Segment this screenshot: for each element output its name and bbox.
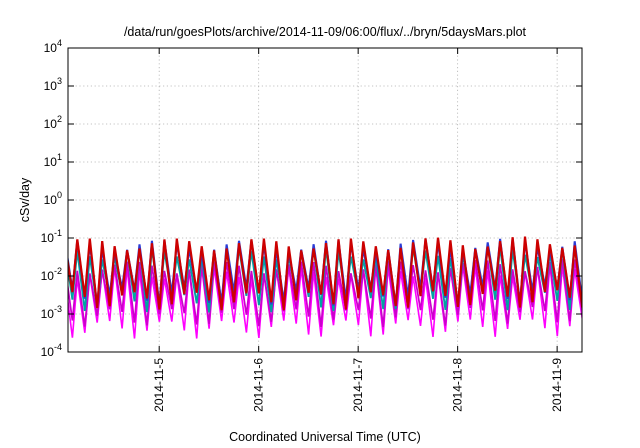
y-tick-label: 103: [44, 76, 62, 93]
y-tick-label: 10-2: [41, 266, 62, 283]
x-tick-label: 2014-11-9: [550, 358, 564, 412]
y-tick-label: 104: [44, 38, 62, 55]
series-line-2: [68, 258, 582, 328]
y-tick-label: 10-3: [41, 304, 62, 321]
y-tick-label: 100: [44, 190, 62, 207]
y-tick-label: 10-4: [41, 342, 62, 359]
chart-title: /data/run/goesPlots/archive/2014-11-09/0…: [124, 25, 527, 39]
y-tick-label: 101: [44, 152, 62, 169]
series-line-5: [68, 236, 582, 311]
x-tick-label: 2014-11-5: [152, 358, 166, 412]
x-tick-label: 2014-11-7: [351, 358, 365, 412]
series-group: [68, 236, 582, 339]
y-axis-label: cSv/day: [18, 177, 32, 222]
grid-lines: [68, 48, 582, 352]
x-tick-label: 2014-11-8: [451, 358, 465, 412]
axis-ticks: 10-4 10-3 10-2 10-1 100 101 102 103 104 2014-11-5…: [41, 38, 582, 412]
x-axis-label: Coordinated Universal Time (UTC): [229, 430, 421, 444]
x-tick-label: 2014-11-6: [252, 358, 266, 412]
y-tick-label: 10-1: [41, 228, 62, 245]
y-tick-label: 102: [44, 114, 62, 131]
